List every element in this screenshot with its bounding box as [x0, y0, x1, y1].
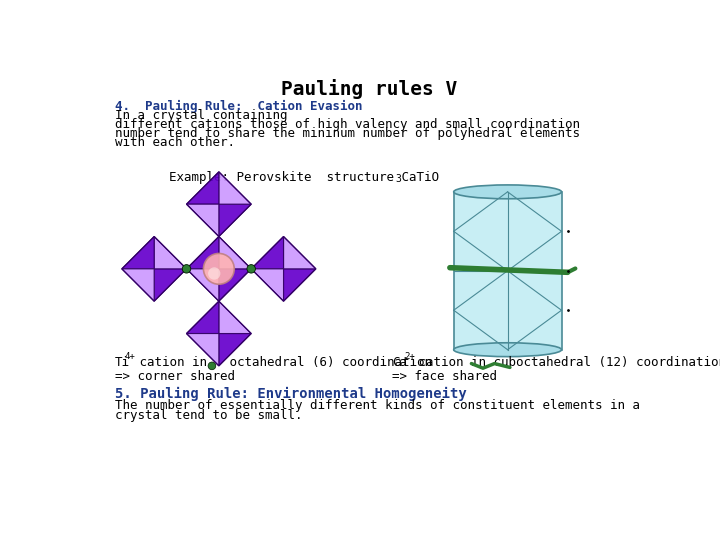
Bar: [454, 192, 562, 350]
Circle shape: [208, 267, 220, 280]
Polygon shape: [219, 269, 251, 301]
Text: 2+: 2+: [405, 352, 415, 361]
Polygon shape: [186, 204, 219, 237]
Ellipse shape: [454, 343, 562, 356]
Text: cation in   octahedral (6) coordination: cation in octahedral (6) coordination: [132, 356, 432, 369]
Polygon shape: [186, 237, 219, 269]
Text: 5. Pauling Rule: Environmental Homogeneity: 5. Pauling Rule: Environmental Homogenei…: [115, 387, 467, 401]
Polygon shape: [122, 237, 154, 269]
Polygon shape: [219, 204, 251, 237]
Polygon shape: [219, 172, 251, 204]
Text: => corner shared: => corner shared: [115, 370, 243, 383]
Text: different cations those of high valency and small coordination: different cations those of high valency …: [115, 118, 580, 131]
Polygon shape: [219, 237, 251, 269]
Polygon shape: [186, 269, 219, 301]
Text: 4+: 4+: [125, 352, 135, 361]
Polygon shape: [186, 334, 219, 366]
Text: Ca: Ca: [392, 356, 407, 369]
Circle shape: [208, 362, 216, 370]
Text: cation in cuboctahedral (12) coordination: cation in cuboctahedral (12) coordinatio…: [411, 356, 720, 369]
Polygon shape: [251, 269, 284, 301]
Polygon shape: [284, 269, 316, 301]
Text: 4.  Pauling Rule:  Cation Evasion: 4. Pauling Rule: Cation Evasion: [115, 99, 362, 112]
Ellipse shape: [454, 185, 562, 199]
Circle shape: [204, 253, 234, 284]
Polygon shape: [219, 301, 251, 334]
Text: crystal tend to be small.: crystal tend to be small.: [115, 409, 302, 422]
Text: Pauling rules V: Pauling rules V: [281, 79, 457, 99]
Text: Example: Perovskite  structure CaTiO: Example: Perovskite structure CaTiO: [168, 171, 438, 184]
Text: The number of essentially different kinds of constituent elements in a: The number of essentially different kind…: [115, 399, 640, 412]
Polygon shape: [154, 269, 186, 301]
Text: => face shared: => face shared: [392, 370, 505, 383]
Circle shape: [182, 265, 191, 273]
Text: 3: 3: [395, 174, 401, 184]
Text: In a crystal containing: In a crystal containing: [115, 109, 287, 122]
Circle shape: [247, 265, 256, 273]
Text: Ti: Ti: [115, 356, 130, 369]
Text: with each other.: with each other.: [115, 137, 235, 150]
Polygon shape: [186, 301, 219, 334]
Polygon shape: [219, 334, 251, 366]
Polygon shape: [251, 237, 284, 269]
Polygon shape: [154, 237, 186, 269]
Text: number tend to share the mininum number of polyhedral elements: number tend to share the mininum number …: [115, 127, 580, 140]
Polygon shape: [186, 172, 219, 204]
Polygon shape: [122, 269, 154, 301]
Polygon shape: [284, 237, 316, 269]
